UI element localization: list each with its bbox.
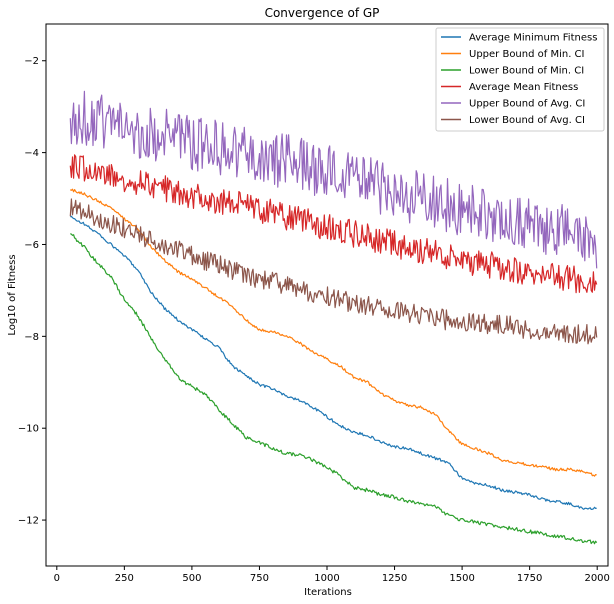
legend-label: Lower Bound of Min. CI bbox=[469, 66, 584, 77]
series-line-4 bbox=[69, 154, 598, 294]
x-tick-label: 1500 bbox=[449, 573, 474, 584]
series-line-6 bbox=[69, 198, 598, 345]
x-tick-label: 2000 bbox=[584, 573, 609, 584]
series-line-5 bbox=[69, 90, 598, 269]
x-axis-title: Iterations bbox=[304, 587, 352, 598]
legend-label: Average Minimum Fitness bbox=[469, 33, 597, 44]
x-tick-label: 500 bbox=[182, 573, 201, 584]
x-tick-label: 1250 bbox=[382, 573, 407, 584]
legend-label: Upper Bound of Min. CI bbox=[469, 49, 585, 60]
chart-title: Convergence of GP bbox=[265, 6, 380, 20]
x-tick-label: 250 bbox=[115, 573, 134, 584]
legend: Average Minimum Fitness Upper Bound of Mi… bbox=[435, 27, 605, 132]
y-axis: −12 −10 −8 −6 −4 −2 bbox=[18, 56, 46, 527]
x-axis: 0 250 500 750 1000 1250 1500 1750 2000 bbox=[54, 566, 610, 584]
x-tick-label: 1000 bbox=[314, 573, 339, 584]
y-tick-label: −12 bbox=[18, 516, 39, 527]
y-tick-label: −8 bbox=[24, 332, 39, 343]
series-line-2 bbox=[70, 188, 597, 477]
x-tick-label: 750 bbox=[250, 573, 269, 584]
y-tick-label: −10 bbox=[18, 424, 39, 435]
y-axis-title: Log10 of Fitness bbox=[7, 254, 18, 335]
y-tick-label: −2 bbox=[24, 56, 39, 67]
x-tick-label: 1750 bbox=[517, 573, 542, 584]
legend-label: Lower Bound of Avg. CI bbox=[469, 115, 585, 126]
y-tick-label: −4 bbox=[24, 148, 39, 159]
series-line-3 bbox=[70, 233, 598, 545]
legend-label: Upper Bound of Avg. CI bbox=[469, 99, 585, 110]
legend-label: Average Mean Fitness bbox=[469, 82, 578, 93]
series-layer bbox=[69, 90, 598, 545]
y-tick-label: −6 bbox=[24, 240, 39, 251]
x-tick-label: 0 bbox=[54, 573, 60, 584]
series-line-1 bbox=[70, 215, 597, 510]
legend-box bbox=[435, 27, 605, 132]
